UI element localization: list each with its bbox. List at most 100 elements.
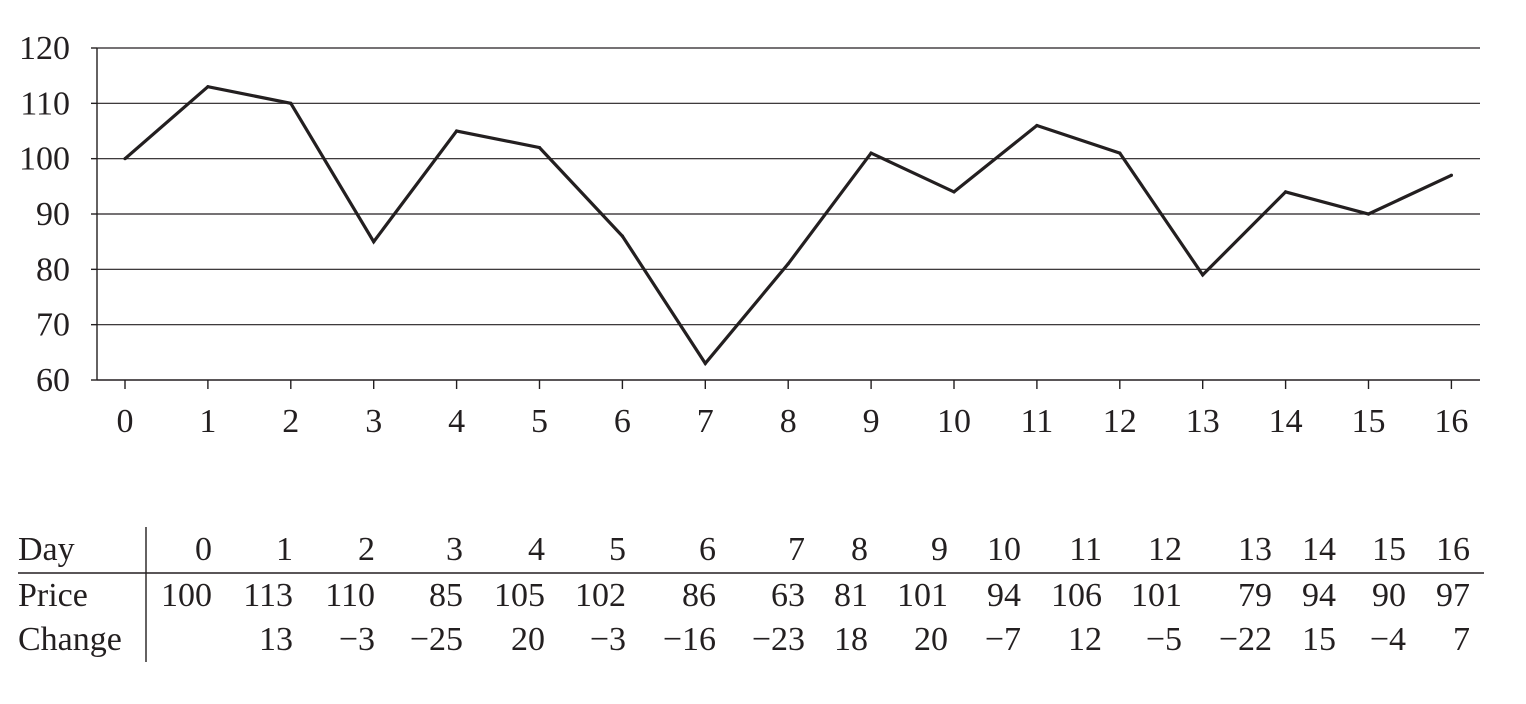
day-cell: 14: [1302, 531, 1336, 568]
price-cell: 105: [494, 577, 545, 614]
x-tick-label: 3: [365, 403, 382, 440]
data-point-day-5: [537, 146, 542, 150]
price-cell: 63: [771, 577, 805, 614]
x-tick-label: 7: [697, 403, 714, 440]
price-cell: 85: [429, 577, 463, 614]
y-tick-label: 100: [19, 141, 70, 178]
x-tick-label: 11: [1021, 403, 1054, 440]
data-point-day-11: [1035, 123, 1039, 128]
day-cell: 6: [699, 531, 716, 568]
data-point-day-1: [206, 85, 210, 89]
data-point-day-10: [952, 190, 956, 194]
change-cell: −5: [1146, 621, 1182, 658]
data-point-day-3: [372, 240, 376, 244]
price-series: [123, 84, 1453, 367]
x-tick-label: 14: [1269, 403, 1303, 440]
x-tick-label: 6: [614, 403, 631, 440]
day-cell: 15: [1372, 531, 1406, 568]
price-cell: 86: [682, 577, 716, 614]
price-cell: 100: [161, 577, 212, 614]
day-cell: 12: [1148, 531, 1182, 568]
x-tick-label: 2: [282, 403, 299, 440]
x-tick-label: 16: [1434, 403, 1468, 440]
y-tick-label: 110: [20, 85, 70, 122]
day-cell: 9: [931, 531, 948, 568]
change-cell: −25: [410, 621, 463, 658]
day-cell: 16: [1436, 531, 1470, 568]
data-point-day-6: [620, 234, 625, 238]
table-row-header-change: Change: [18, 621, 122, 658]
price-cell: 94: [987, 577, 1021, 614]
y-tick-label: 60: [36, 362, 70, 399]
day-cell: 1: [276, 531, 293, 568]
x-tick-label: 15: [1352, 403, 1386, 440]
change-cell: −4: [1370, 621, 1406, 658]
data-point-day-8: [786, 262, 790, 266]
change-cell: 18: [834, 621, 868, 658]
change-cell: 15: [1302, 621, 1336, 658]
horizontal-gridlines: [97, 47, 1480, 326]
data-point-day-14: [1284, 190, 1288, 194]
day-cell: 4: [528, 531, 545, 568]
change-cell: 12: [1068, 621, 1102, 658]
day-cell: 10: [987, 531, 1021, 568]
data-point-day-12: [1118, 151, 1122, 155]
x-tick-label: 13: [1186, 403, 1220, 440]
price-cell: 81: [834, 577, 868, 614]
day-cell: 2: [358, 531, 375, 568]
y-tick-label: 120: [19, 30, 70, 67]
change-cell: 20: [914, 621, 948, 658]
y-tick-label: 70: [36, 307, 70, 344]
change-cell: 7: [1453, 621, 1470, 658]
data-point-day-2: [289, 101, 293, 105]
x-tick-label: 1: [199, 403, 216, 440]
data-point-day-0: [123, 157, 127, 161]
price-cell: 110: [325, 577, 375, 614]
day-cell: 13: [1238, 531, 1272, 568]
change-cell: 13: [259, 621, 293, 658]
change-cell: −3: [590, 621, 626, 658]
change-cell: −3: [339, 621, 375, 658]
x-tick-label: 8: [780, 403, 797, 440]
day-cell: 8: [851, 531, 868, 568]
price-cell: 113: [243, 577, 293, 614]
data-point-day-15: [1366, 212, 1371, 216]
price-cell: 94: [1302, 577, 1336, 614]
x-axis-ticks: 0 1 2 3 4 5 6 7 8 9 10 11 12 13 14 15 16: [117, 380, 1468, 440]
day-cell: 5: [609, 531, 626, 568]
change-cell: −22: [1219, 621, 1272, 658]
x-tick-label: 5: [531, 403, 548, 440]
day-cell: 7: [788, 531, 805, 568]
table-row-header-day: Day: [18, 531, 75, 568]
data-point-day-16: [1449, 173, 1453, 177]
day-cell: 11: [1069, 531, 1102, 568]
price-cell: 102: [575, 577, 626, 614]
day-cell: 3: [446, 531, 463, 568]
price-line: [123, 84, 1453, 367]
price-cell: 101: [1131, 577, 1182, 614]
data-point-day-9: [869, 151, 873, 155]
change-cell: −23: [752, 621, 805, 658]
table-row-header-price: Price: [18, 577, 88, 614]
y-axis-tick-labels: 60 70 80 90 100 110 120: [19, 30, 70, 399]
price-cell: 90: [1372, 577, 1406, 614]
price-cell: 79: [1238, 577, 1272, 614]
price-cell: 101: [897, 577, 948, 614]
change-cell: 20: [511, 621, 545, 658]
price-cell: 97: [1436, 577, 1470, 614]
data-point-day-4: [455, 129, 459, 133]
x-tick-label: 9: [863, 403, 880, 440]
change-cell: −7: [985, 621, 1021, 658]
y-tick-label: 80: [36, 251, 70, 288]
data-point-day-13: [1201, 273, 1205, 277]
price-cell: 106: [1051, 577, 1102, 614]
x-tick-label: 10: [937, 403, 971, 440]
x-tick-label: 12: [1103, 403, 1137, 440]
day-cell: 0: [195, 531, 212, 568]
x-tick-label: 0: [117, 403, 134, 440]
data-point-day-7: [703, 361, 707, 365]
y-tick-label: 90: [36, 196, 70, 233]
change-cell: −16: [663, 621, 716, 658]
